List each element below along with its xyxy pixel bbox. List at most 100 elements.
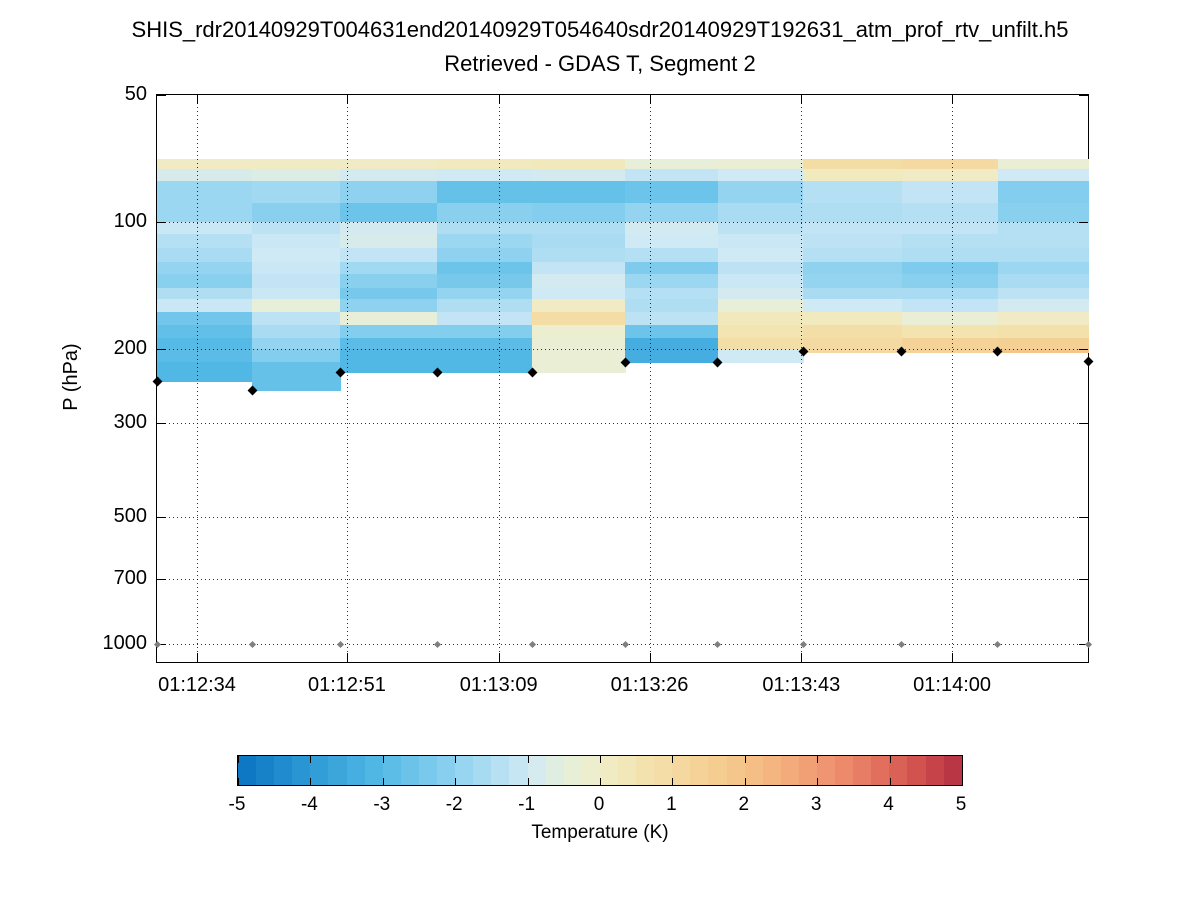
heatmap-cell — [901, 261, 999, 275]
heatmap-cell — [340, 222, 438, 235]
heatmap-cell — [157, 298, 253, 313]
colorbar-segment — [617, 756, 637, 785]
y-axis-tick — [157, 95, 166, 96]
heatmap-cell — [437, 234, 533, 249]
heatmap-cell — [252, 274, 341, 289]
x-axis-tick — [346, 95, 348, 104]
heatmap-cell — [252, 247, 341, 262]
figure-subtitle: Retrieved - GDAS T, Segment 2 — [444, 51, 756, 76]
heatmap-cell — [997, 311, 1089, 326]
heatmap-cell — [997, 287, 1089, 300]
surface-marker — [1084, 640, 1092, 648]
heatmap-cell — [157, 349, 253, 363]
heatmap-cell — [997, 234, 1089, 249]
cloud-top-marker — [896, 346, 907, 357]
surface-marker — [336, 640, 344, 648]
heatmap-cell — [997, 159, 1089, 170]
colorbar-tick-label: -3 — [373, 794, 391, 815]
heatmap-cell — [717, 324, 804, 339]
heatmap-cell — [625, 298, 719, 313]
heatmap-cell — [803, 222, 903, 235]
heatmap-cell — [717, 202, 804, 223]
heatmap-cell — [717, 234, 804, 249]
heatmap-cell — [803, 274, 903, 289]
y-tick-label: 1000 — [102, 632, 148, 654]
heatmap-cell — [717, 169, 804, 182]
colorbar-tick — [962, 756, 963, 763]
colorbar-tick — [527, 756, 529, 763]
colorbar-tick — [455, 778, 457, 785]
heatmap-cell — [340, 311, 438, 326]
surface-marker — [994, 640, 1002, 648]
colorbar-tick-label: 3 — [810, 794, 822, 815]
heatmap-cell — [997, 247, 1089, 262]
cloud-top-marker — [247, 385, 257, 395]
colorbar-tick — [382, 756, 384, 763]
heatmap-cell — [340, 234, 438, 249]
colorbar-segment — [672, 756, 691, 785]
heatmap-cell — [340, 337, 438, 350]
heatmap-cell — [157, 324, 253, 339]
gridline-vertical — [801, 95, 803, 662]
colorbar-tick — [744, 756, 746, 763]
cloud-top-marker — [527, 367, 538, 378]
surface-marker — [528, 640, 536, 648]
heatmap-cell — [340, 181, 438, 204]
heatmap-cell — [803, 181, 903, 204]
y-axis-tick — [1079, 578, 1088, 580]
heatmap-cell — [625, 222, 719, 235]
colorbar-tick-label: 4 — [883, 794, 894, 815]
y-axis-tick — [1079, 517, 1088, 518]
y-axis-tick — [157, 349, 166, 351]
colorbar-segment — [889, 756, 908, 785]
heatmap-cell — [532, 159, 626, 170]
colorbar-segment — [473, 756, 492, 785]
heatmap-cell — [532, 324, 626, 339]
colorbar-segment — [455, 756, 474, 785]
gridline-horizontal — [157, 423, 1088, 425]
colorbar-tick — [600, 778, 601, 785]
heatmap-cell — [625, 311, 719, 326]
gridline-horizontal — [157, 517, 1088, 518]
gridline-horizontal — [157, 578, 1088, 580]
heatmap-cell — [437, 274, 533, 289]
colorbar-tick — [744, 778, 746, 785]
heatmap-cell — [532, 222, 626, 235]
colorbar-tick-label: 5 — [955, 794, 967, 815]
heatmap-cell — [252, 159, 341, 170]
heatmap-cell — [997, 181, 1089, 204]
heatmap-cell — [437, 202, 533, 223]
colorbar-segment — [925, 756, 944, 785]
gridline-vertical — [952, 95, 954, 662]
heatmap-cell — [901, 222, 999, 235]
heatmap-cell — [252, 261, 341, 275]
heatmap-cell — [252, 298, 341, 313]
heatmap-cell — [717, 311, 804, 326]
x-axis-tick — [952, 653, 954, 662]
surface-marker — [799, 640, 807, 648]
colorbar-segment — [798, 756, 817, 785]
heatmap-cell — [717, 222, 804, 235]
colorbar-tick-label: -5 — [228, 794, 246, 815]
y-tick-label: 700 — [113, 566, 147, 589]
cloud-top-marker — [152, 376, 162, 386]
heatmap-cell — [997, 337, 1089, 350]
colorbar-segment — [744, 756, 763, 785]
colorbar — [237, 755, 963, 786]
gridline-vertical — [498, 95, 500, 662]
heatmap-cell — [625, 181, 719, 204]
heatmap-cell — [901, 349, 999, 354]
heatmap-cell — [340, 202, 438, 223]
x-tick-label: 01:12:34 — [158, 674, 236, 696]
heatmap-cell — [340, 261, 438, 275]
heatmap-cell — [437, 349, 533, 363]
heatmap-cell — [625, 349, 719, 363]
heatmap-cell — [997, 261, 1089, 275]
heatmap-cell — [532, 261, 626, 275]
heatmap-cell — [717, 298, 804, 313]
heatmap-cell — [532, 181, 626, 204]
heatmap-cell — [901, 169, 999, 182]
y-axis-tick — [1079, 423, 1088, 425]
heatmap-cell — [901, 311, 999, 326]
heatmap-cell — [803, 298, 903, 313]
